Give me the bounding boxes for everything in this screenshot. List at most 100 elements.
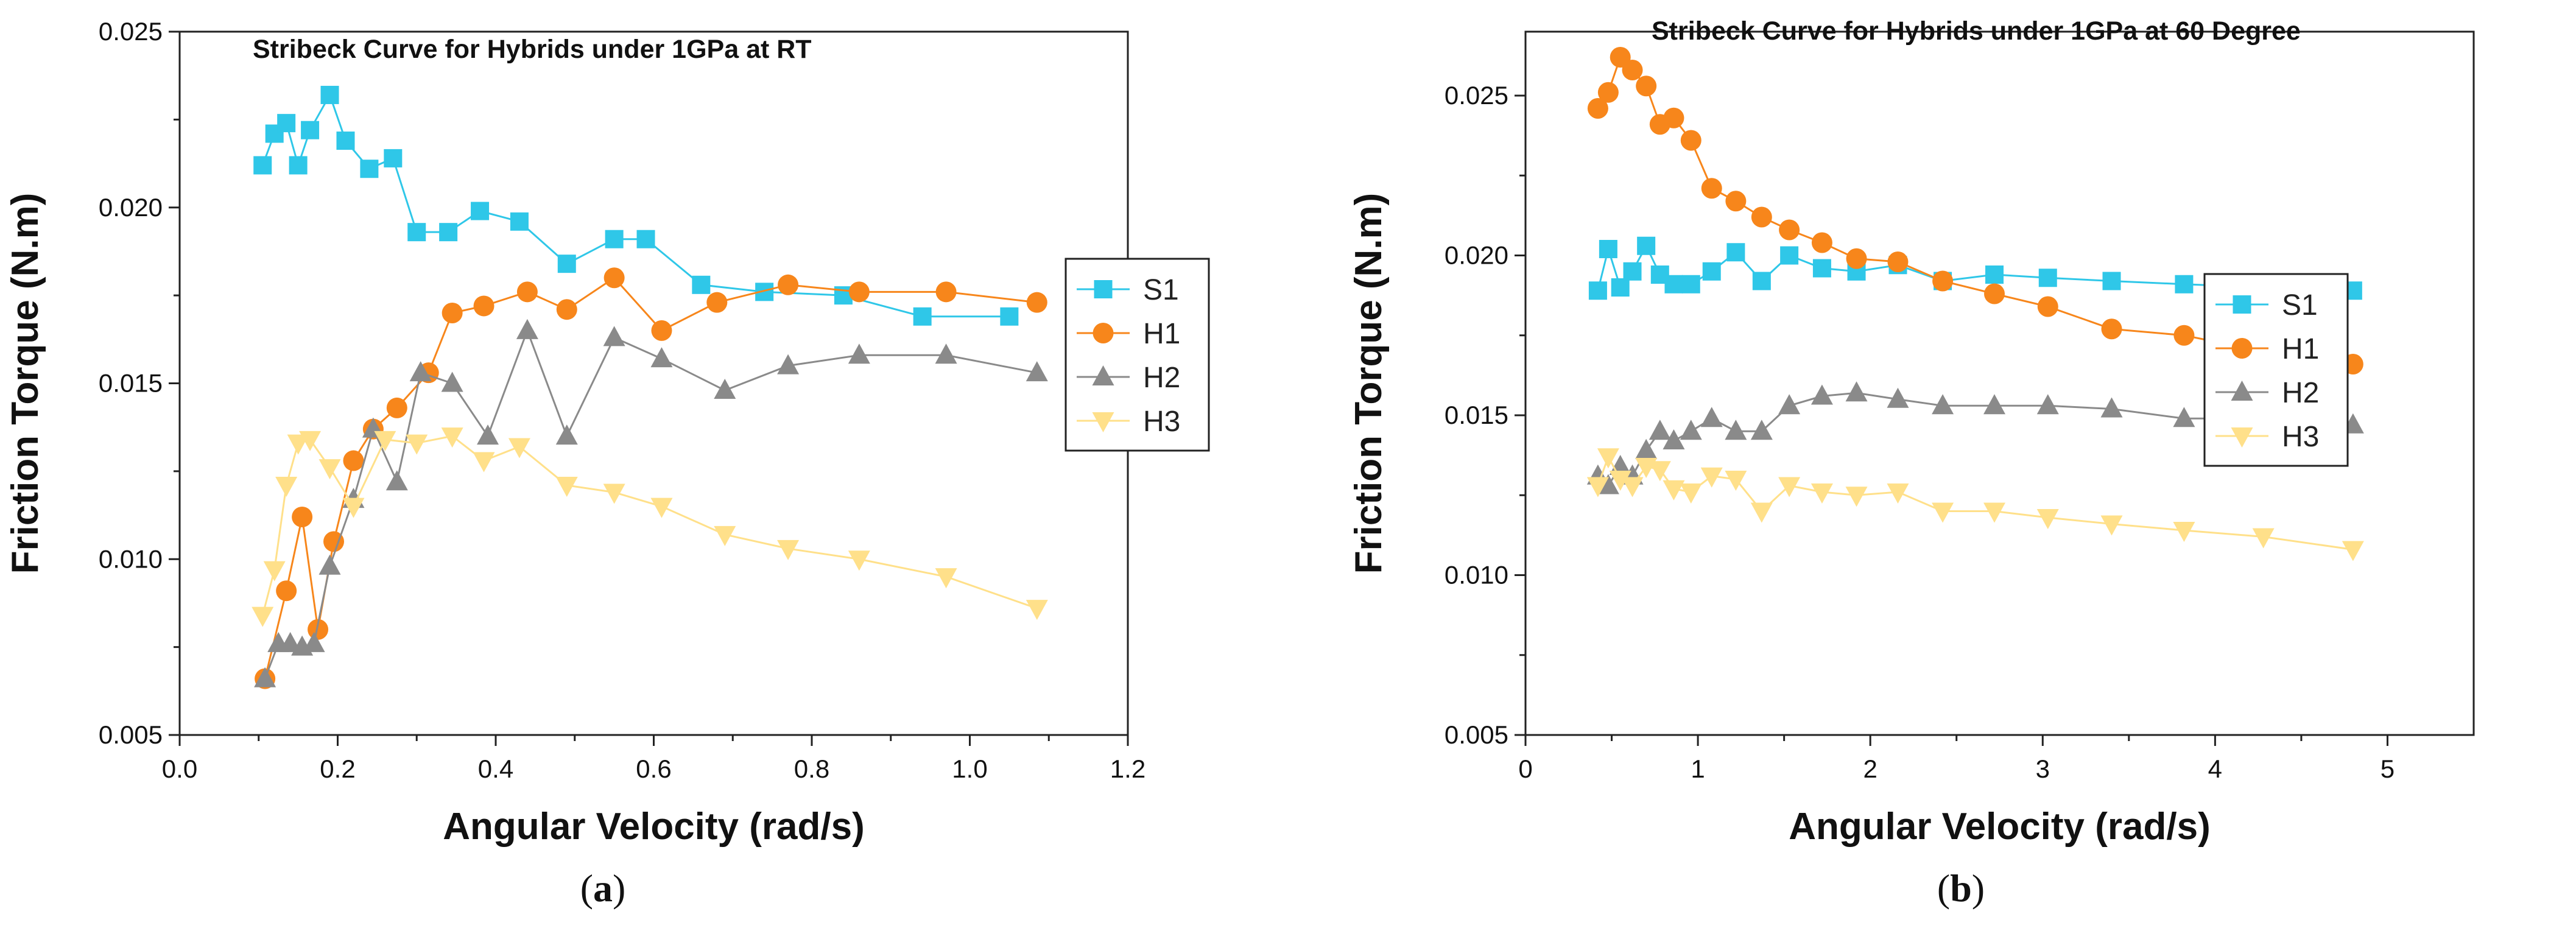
x-tick-label: 1.2 xyxy=(1110,754,1145,783)
data-point-h3 xyxy=(1811,483,1833,504)
chart-title: Stribeck Curve for Hybrids under 1GPa at… xyxy=(253,35,812,64)
data-point-s1 xyxy=(1623,262,1642,281)
data-point-h3 xyxy=(2100,515,2123,536)
data-point-s1 xyxy=(605,230,624,248)
data-point-h1 xyxy=(935,281,957,303)
data-point-h1 xyxy=(2173,325,2195,346)
x-axis-label: Angular Velocity (rad/s) xyxy=(1789,806,2211,848)
data-point-s1 xyxy=(1812,259,1831,278)
x-axis-label: Angular Velocity (rad/s) xyxy=(443,806,865,848)
legend-label-s1: S1 xyxy=(2282,289,2318,322)
data-point-h2 xyxy=(935,343,957,364)
data-point-h3 xyxy=(714,526,736,546)
data-point-h3 xyxy=(1621,477,1644,497)
y-axis-label: Friction Torque (N.m) xyxy=(4,193,46,574)
series-line-s1 xyxy=(1597,244,2353,292)
data-point-h2 xyxy=(1700,407,1723,427)
data-point-h2 xyxy=(2100,397,2123,418)
data-point-h3 xyxy=(1663,480,1685,501)
data-point-h3 xyxy=(555,476,578,497)
data-point-h3 xyxy=(1597,448,1619,469)
data-point-h3 xyxy=(1026,600,1048,620)
y-tick-label: 0.025 xyxy=(99,17,163,46)
panel-caption: (b) xyxy=(1937,866,1985,910)
data-point-h3 xyxy=(252,606,274,627)
data-point-h2 xyxy=(1663,429,1685,449)
data-point-h2 xyxy=(254,667,276,687)
y-tick-label: 0.015 xyxy=(99,369,163,398)
chart-a: Stribeck Curve for Hybrids under 1GPa at… xyxy=(4,17,1210,910)
data-point-s1 xyxy=(2102,272,2121,290)
data-point-h1 xyxy=(292,506,313,527)
data-point-s1 xyxy=(439,223,458,242)
series-line-h2 xyxy=(264,328,1038,680)
data-point-s1 xyxy=(1637,236,1656,255)
data-point-h2 xyxy=(650,347,673,368)
series-s1 xyxy=(253,85,1019,326)
x-tick-label: 0.0 xyxy=(162,754,197,783)
data-point-s1 xyxy=(1599,240,1617,258)
data-point-s1 xyxy=(2175,275,2194,294)
data-point-h3 xyxy=(275,476,298,497)
legend-marker-h2 xyxy=(2231,381,2253,401)
caption-letter: b xyxy=(1950,866,1972,910)
legend-marker-h1 xyxy=(2231,338,2253,359)
legend-box xyxy=(1065,258,1210,452)
data-point-h3 xyxy=(1680,483,1702,504)
data-point-h2 xyxy=(516,318,538,339)
data-point-s1 xyxy=(289,156,308,175)
data-point-s1 xyxy=(1780,246,1799,265)
data-point-h1 xyxy=(473,295,494,317)
y-tick-label: 0.010 xyxy=(1445,561,1508,589)
data-point-h3 xyxy=(374,431,396,451)
y-tick-label: 0.020 xyxy=(1445,241,1508,270)
data-point-h3 xyxy=(441,427,463,448)
x-tick-label: 0.2 xyxy=(320,754,355,783)
data-point-h1 xyxy=(1811,232,1832,253)
data-point-h1 xyxy=(1887,251,1909,272)
x-tick-label: 1 xyxy=(1691,754,1705,783)
data-point-h2 xyxy=(1026,361,1048,382)
data-point-h3 xyxy=(473,452,495,473)
plot-frame xyxy=(1524,30,2475,736)
x-tick-label: 0.4 xyxy=(478,754,513,783)
y-tick-label: 0.005 xyxy=(1445,720,1508,749)
legend-marker-s1 xyxy=(1094,280,1113,298)
data-point-s1 xyxy=(1985,265,2004,284)
data-point-h2 xyxy=(1635,438,1658,459)
data-point-h2 xyxy=(1725,420,1747,440)
data-point-h3 xyxy=(1586,477,1609,497)
data-point-h2 xyxy=(848,343,870,364)
data-point-h2 xyxy=(1811,384,1833,405)
data-point-h2 xyxy=(1597,474,1619,494)
series-line-s1 xyxy=(261,93,1010,318)
data-point-s1 xyxy=(1664,275,1683,294)
data-point-h1 xyxy=(1751,206,1772,228)
legend-box xyxy=(2203,273,2349,467)
data-point-h3 xyxy=(299,431,322,451)
legend-marker-s1 xyxy=(2233,295,2251,314)
data-point-h2 xyxy=(777,354,800,374)
legend-label-h1: H1 xyxy=(1143,318,1180,350)
data-point-h1 xyxy=(1622,60,1643,80)
data-point-h2 xyxy=(1845,381,1868,402)
data-point-s1 xyxy=(636,230,655,248)
legend: S1 H1 H2 H3 xyxy=(2203,273,2349,467)
data-point-h1 xyxy=(1779,219,1800,241)
data-point-h3 xyxy=(1932,502,1954,523)
data-point-h3 xyxy=(1649,461,1671,482)
data-point-h3 xyxy=(777,540,800,560)
legend-label-h2: H2 xyxy=(1143,362,1180,394)
data-point-h3 xyxy=(1778,477,1801,497)
data-point-h1 xyxy=(706,292,728,313)
data-point-h1 xyxy=(1587,98,1608,119)
legend-label-h1: H1 xyxy=(2282,333,2319,365)
data-point-h2 xyxy=(1983,394,2006,415)
data-point-h2 xyxy=(318,554,341,575)
data-point-h3 xyxy=(2036,509,2059,529)
x-tick-label: 2 xyxy=(1863,754,1877,783)
data-point-s1 xyxy=(320,85,339,104)
data-point-s1 xyxy=(1681,275,1700,294)
legend-marker-h2 xyxy=(1092,365,1114,385)
data-point-s1 xyxy=(692,275,711,294)
